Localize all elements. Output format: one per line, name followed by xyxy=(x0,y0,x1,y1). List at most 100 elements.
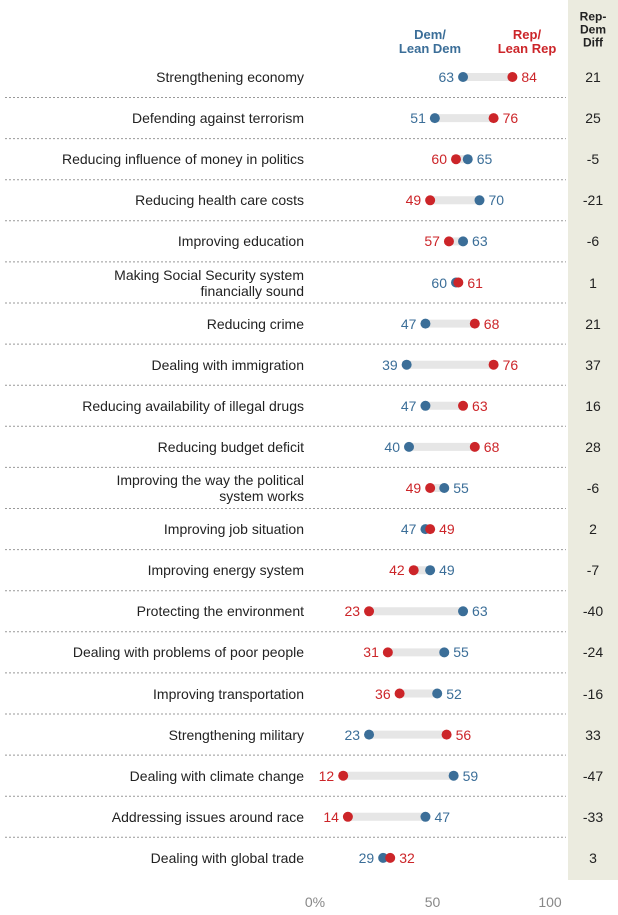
dot xyxy=(364,729,375,740)
diff-value: 16 xyxy=(585,397,601,414)
value-label: 56 xyxy=(455,726,472,743)
category-label: Improving energy system xyxy=(147,562,304,579)
dot xyxy=(507,72,518,82)
category-label: Dealing with global trade xyxy=(150,849,304,866)
dot xyxy=(408,565,419,576)
x-tick-label: 100 xyxy=(538,894,562,910)
diff-value: 28 xyxy=(585,438,601,455)
dot xyxy=(404,441,414,452)
diff-value: 21 xyxy=(585,315,601,332)
category-label: Reducing crime xyxy=(206,315,304,332)
value-label: 47 xyxy=(400,315,417,332)
diff-value: -21 xyxy=(582,192,604,209)
category-label: Addressing issues around race xyxy=(111,808,304,825)
value-label: 39 xyxy=(382,356,398,373)
value-label: 12 xyxy=(318,767,335,784)
diff-value: -7 xyxy=(586,562,600,579)
dot xyxy=(443,236,454,247)
value-label: 47 xyxy=(400,397,417,414)
category-label: Strengthening military xyxy=(168,726,304,743)
diff-value: -6 xyxy=(586,233,600,250)
value-label: 31 xyxy=(363,644,379,661)
category-label: Dealing with problems of poor people xyxy=(72,644,304,661)
category-label: Reducing influence of money in politics xyxy=(61,151,304,168)
diff-value: 21 xyxy=(585,69,601,85)
value-label: 70 xyxy=(488,192,505,209)
dot xyxy=(441,729,452,740)
value-label: 76 xyxy=(502,110,519,127)
category-label: Reducing availability of illegal drugs xyxy=(82,397,304,414)
dot xyxy=(488,113,499,124)
value-label: 49 xyxy=(439,562,455,579)
value-label: 63 xyxy=(472,233,488,250)
diff-header: Rep- Dem Diff xyxy=(579,9,607,50)
dot xyxy=(385,852,396,863)
value-label: 60 xyxy=(431,151,447,168)
category-label: Dealing with immigration xyxy=(151,356,304,373)
x-tick-label: 0% xyxy=(304,894,326,910)
dot xyxy=(448,770,459,781)
dot xyxy=(425,195,436,206)
diff-value: 1 xyxy=(589,274,597,291)
value-label: 49 xyxy=(405,192,422,209)
dot xyxy=(378,852,389,863)
dot xyxy=(439,483,450,493)
diff-value: 3 xyxy=(589,849,597,866)
dot xyxy=(342,811,353,822)
dot xyxy=(451,154,461,165)
legend-label: Rep/ Lean Rep xyxy=(497,27,557,56)
dot xyxy=(394,688,405,699)
value-label: 76 xyxy=(502,356,519,373)
dot xyxy=(458,400,469,411)
category-label: Reducing budget deficit xyxy=(157,438,304,455)
value-label: 68 xyxy=(483,315,500,332)
dot xyxy=(488,359,499,370)
category-label: Strengthening economy xyxy=(156,69,304,85)
diff-value: -47 xyxy=(582,767,604,784)
value-label: 55 xyxy=(453,644,469,661)
category-label: Improving job situation xyxy=(163,521,304,538)
dot xyxy=(420,811,431,822)
category-label: Improving transportation xyxy=(153,685,304,702)
dot xyxy=(453,277,464,288)
dot xyxy=(462,154,473,165)
legend-label: Dem/ Lean Dem xyxy=(398,27,462,56)
category-label: Protecting the environment xyxy=(136,603,304,620)
value-label: 40 xyxy=(384,438,400,455)
diff-value: -33 xyxy=(582,808,604,825)
value-label: 63 xyxy=(472,397,488,414)
dot xyxy=(458,236,469,247)
dot xyxy=(425,483,436,493)
dot xyxy=(474,195,485,206)
dot xyxy=(458,606,469,617)
value-label: 57 xyxy=(424,233,440,250)
dot xyxy=(469,441,480,452)
dot xyxy=(382,647,393,658)
category-label: Reducing health care costs xyxy=(135,192,304,209)
dot xyxy=(439,647,450,658)
diff-value: -6 xyxy=(586,480,600,496)
category-label: Improving education xyxy=(177,233,304,250)
category-label: Making Social Security system financiall… xyxy=(114,266,304,299)
value-label: 47 xyxy=(434,808,451,825)
value-label: 60 xyxy=(431,274,447,291)
value-label: 32 xyxy=(399,849,415,866)
dot xyxy=(364,606,375,617)
dot xyxy=(338,770,349,781)
diff-column-bg xyxy=(568,0,618,880)
diff-value: -5 xyxy=(586,151,600,168)
value-label: 49 xyxy=(405,480,422,496)
dot xyxy=(458,72,469,82)
value-label: 68 xyxy=(483,438,500,455)
diff-value: -40 xyxy=(582,603,604,620)
value-label: 23 xyxy=(344,603,361,620)
diff-value: -16 xyxy=(582,685,604,702)
value-label: 61 xyxy=(467,274,483,291)
value-label: 59 xyxy=(462,767,479,784)
value-label: 42 xyxy=(389,562,405,579)
value-label: 63 xyxy=(472,603,488,620)
dot xyxy=(432,688,443,699)
value-label: 63 xyxy=(438,69,455,85)
